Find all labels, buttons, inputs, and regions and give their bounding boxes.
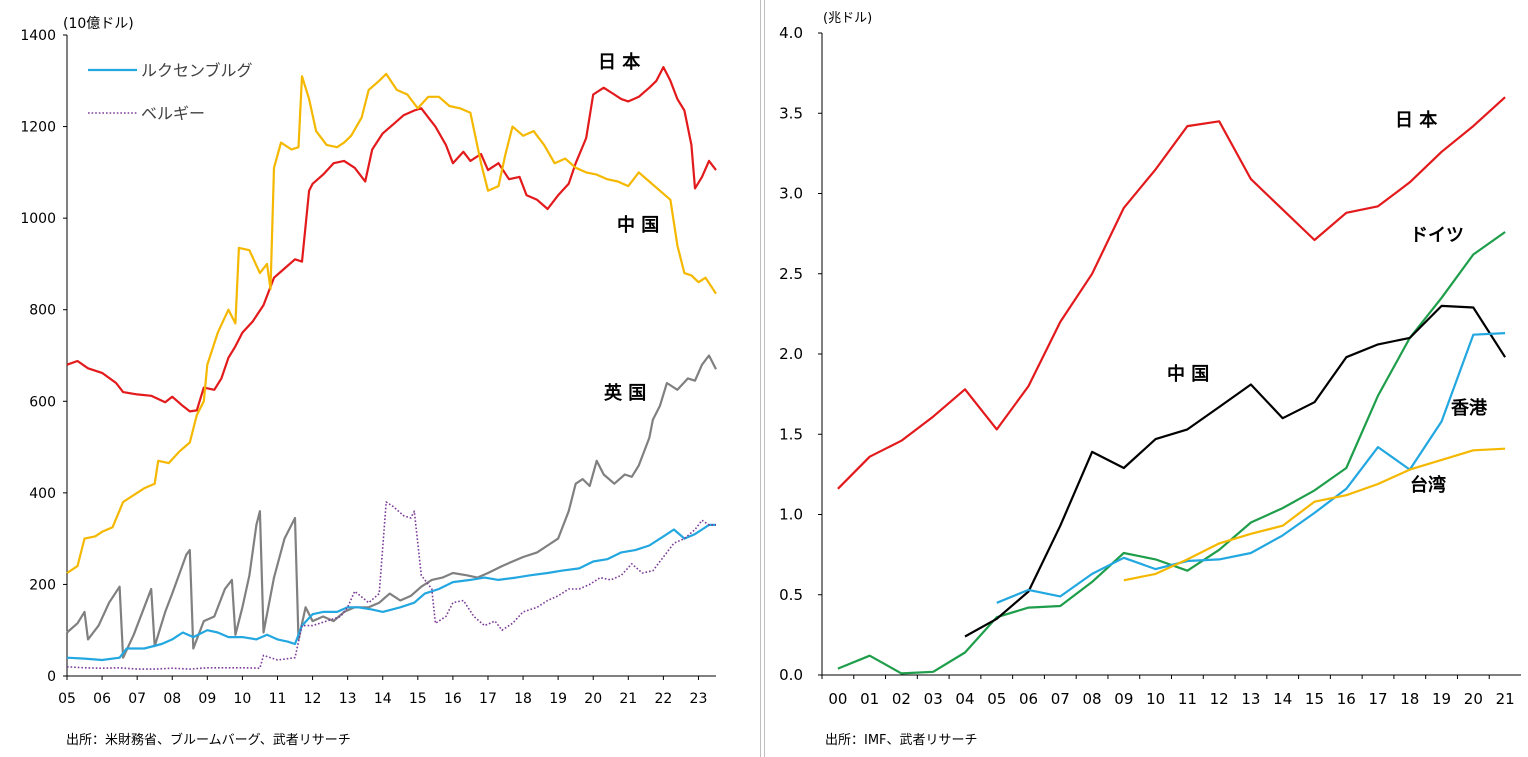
right-x-tick-label: 06 xyxy=(1019,690,1038,708)
left-x-tick-label: 20 xyxy=(584,691,602,707)
left-annotation: 中 国 xyxy=(617,214,659,236)
left-series-line-中国 xyxy=(66,72,717,574)
left-x-tick-label: 15 xyxy=(409,691,427,707)
left-chart-panel: (10億ドル) 0 200 400 600 800 1000 1200 1400 05 06 07 08… xyxy=(0,0,761,757)
right-x-tick-label: 00 xyxy=(828,690,847,708)
right-chart-panel: (兆ドル) 0.0 0.5 1.0 1.5 2.0 2.5 3.0 3.5 4.0 00 01 02 03… xyxy=(764,0,1528,757)
left-x-tick-label: 16 xyxy=(444,691,462,707)
left-x-tick-label: 14 xyxy=(374,691,392,707)
right-annotation: 香港 xyxy=(1450,398,1488,419)
left-x-tick-label: 21 xyxy=(619,691,637,707)
right-x-tick-label: 17 xyxy=(1368,690,1387,708)
left-y-tick-label: 0 xyxy=(47,669,56,685)
right-series-line-中国 xyxy=(964,304,1507,638)
left-annotation: 英 国 xyxy=(603,382,646,404)
right-x-tick-label: 21 xyxy=(1496,690,1515,708)
right-x-tick-label: 11 xyxy=(1178,690,1197,708)
left-x-tick-label: 09 xyxy=(198,691,216,707)
legend-label: ルクセンブルグ xyxy=(141,61,253,80)
right-x-tick-label: 08 xyxy=(1083,690,1102,708)
left-x-tick-label: 12 xyxy=(304,691,322,707)
left-x-tick-label: 05 xyxy=(58,691,76,707)
right-y-tick-label: 2.5 xyxy=(779,265,803,283)
left-series-line-日本 xyxy=(66,66,717,413)
left-y-tick-label: 1200 xyxy=(20,120,56,136)
right-x-tick-label: 12 xyxy=(1210,690,1229,708)
right-x-tick-label: 10 xyxy=(1146,690,1165,708)
left-x-tick-label: 06 xyxy=(93,691,111,707)
legend-label: ベルギー xyxy=(141,104,205,123)
right-annotation: 日 本 xyxy=(1395,109,1437,131)
right-series-line-台湾 xyxy=(1123,447,1506,582)
left-x-tick-label: 13 xyxy=(339,691,357,707)
right-series-line-日本 xyxy=(837,96,1506,490)
right-series-line-香港 xyxy=(996,332,1506,604)
right-y-tick-label: 3.5 xyxy=(779,104,803,122)
right-y-tick-label: 1.0 xyxy=(779,506,803,524)
left-x-tick-label: 07 xyxy=(128,691,146,707)
left-chart: (10億ドル) 0 200 400 600 800 1000 1200 1400 05 06 07 08… xyxy=(20,16,717,707)
left-unit-label: (10億ドル) xyxy=(63,16,134,32)
right-x-tick-label: 18 xyxy=(1400,690,1419,708)
right-annotation: 台湾 xyxy=(1410,474,1446,496)
right-annotation: ドイツ xyxy=(1410,225,1464,246)
right-y-tick-label: 1.5 xyxy=(779,425,803,443)
right-x-tick-label: 02 xyxy=(892,690,911,708)
right-annotation: 中 国 xyxy=(1167,363,1209,385)
right-x-tick-label: 16 xyxy=(1337,690,1356,708)
right-x-tick-label: 15 xyxy=(1305,690,1324,708)
right-x-tick-label: 09 xyxy=(1114,690,1133,708)
right-x-tick-label: 13 xyxy=(1241,690,1260,708)
left-x-tick-label: 19 xyxy=(549,691,567,707)
right-x-tick-label: 19 xyxy=(1432,690,1451,708)
right-source-note: 出所：IMF、武者リサーチ xyxy=(825,733,978,748)
left-x-tick-label: 23 xyxy=(690,691,708,707)
left-x-tick-label: 10 xyxy=(233,691,251,707)
left-x-tick-label: 11 xyxy=(269,691,287,707)
left-y-tick-label: 1000 xyxy=(20,211,56,227)
right-x-tick-label: 07 xyxy=(1051,690,1070,708)
left-annotation: 日 本 xyxy=(598,51,640,73)
left-series-line-ルクセンブルグ xyxy=(66,523,716,662)
right-x-tick-label: 05 xyxy=(987,690,1006,708)
left-y-tick-label: 800 xyxy=(29,303,56,319)
left-y-tick-label: 200 xyxy=(29,577,56,593)
right-x-tick-label: 14 xyxy=(1273,690,1292,708)
right-series-line-ドイツ xyxy=(837,231,1506,675)
left-x-tick-label: 08 xyxy=(163,691,181,707)
right-y-tick-label: 2.0 xyxy=(779,345,803,363)
left-x-tick-label: 18 xyxy=(514,691,532,707)
left-x-tick-label: 17 xyxy=(479,691,497,707)
right-x-tick-label: 20 xyxy=(1464,690,1483,708)
right-x-tick-label: 04 xyxy=(955,690,974,708)
right-x-tick-label: 03 xyxy=(924,690,943,708)
left-y-tick-label: 400 xyxy=(29,486,56,502)
right-y-tick-label: 0.0 xyxy=(779,666,803,684)
right-y-tick-label: 3.0 xyxy=(779,185,803,203)
left-y-tick-label: 1400 xyxy=(20,28,56,44)
left-y-tick-label: 600 xyxy=(29,394,56,410)
left-source-note: 出所：米財務省、ブルームバーグ、武者リサーチ xyxy=(66,733,351,748)
right-y-tick-label: 4.0 xyxy=(779,24,803,42)
right-x-tick-label: 01 xyxy=(860,690,879,708)
right-chart: (兆ドル) 0.0 0.5 1.0 1.5 2.0 2.5 3.0 3.5 4.0 00 01 02 03… xyxy=(779,11,1521,708)
right-y-tick-label: 0.5 xyxy=(779,586,803,604)
left-x-tick-label: 22 xyxy=(654,691,672,707)
left-series-line-英国 xyxy=(66,354,717,659)
right-unit-label: (兆ドル) xyxy=(823,11,872,26)
